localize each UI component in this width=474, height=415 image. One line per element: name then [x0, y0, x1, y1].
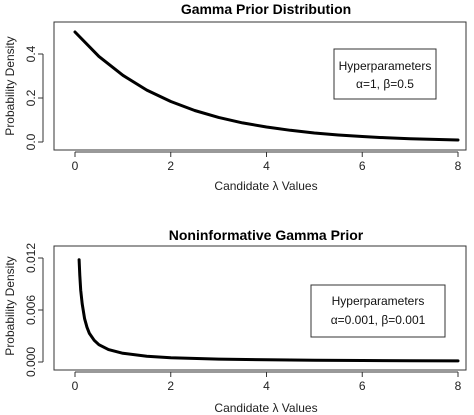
- chart-1-xlabel: Candidate λ Values: [214, 179, 317, 193]
- chart-2-y-tick-label: 0.006: [24, 295, 38, 325]
- chart-2-x-tick-label: 8: [455, 379, 462, 393]
- chart-2-xlabel: Candidate λ Values: [214, 401, 317, 415]
- chart-2-y-tick-label: 0.000: [24, 347, 38, 377]
- chart-2-legend-title: Hyperparameters: [332, 294, 425, 308]
- chart-1-frame: [53, 21, 467, 151]
- chart-1-legend-title: Hyperparameters: [339, 59, 432, 73]
- chart-1-y-tick-label: 0.2: [24, 89, 38, 106]
- chart-1-x-tick-label: 4: [263, 159, 270, 173]
- chart-2-series-line: [77, 258, 460, 363]
- chart-1-y-tick-label: 0.0: [24, 133, 38, 150]
- chart-1-x-tick-label: 8: [455, 159, 462, 173]
- chart-2-x-tick-label: 4: [263, 379, 270, 393]
- chart-2-frame: [53, 245, 467, 371]
- chart-2-y-tick-label: 0.012: [24, 243, 38, 273]
- chart-2-legend: [310, 284, 446, 338]
- chart-2-x-tick-label: 2: [167, 379, 174, 393]
- chart-1-x-tick-label: 6: [359, 159, 366, 173]
- chart-1-legend: [333, 48, 437, 100]
- chart-1-series-line: [73, 30, 460, 142]
- chart-2-x-tick-label: 0: [72, 379, 79, 393]
- chart-2-legend-text: α=0.001, β=0.001: [331, 313, 426, 327]
- chart-2-ylabel: Probability Density: [3, 256, 17, 355]
- chart-1-axes: 0 2 4 6 8 0.0 0.2 0.4: [24, 21, 467, 173]
- chart-2-axes: 0 2 4 6 8 0.000 0.006 0.012: [24, 243, 467, 393]
- chart-1-title: Gamma Prior Distribution: [181, 1, 351, 17]
- chart-1-ylabel: Probability Density: [3, 36, 17, 135]
- chart-1-x-tick-label: 0: [72, 159, 79, 173]
- chart-1-legend-text: α=1, β=0.5: [356, 77, 414, 91]
- chart-panel-2: Noninformative Gamma Prior Probability D…: [3, 227, 467, 415]
- chart-1-y-tick-label: 0.4: [24, 45, 38, 62]
- chart-2-title: Noninformative Gamma Prior: [169, 227, 364, 243]
- chart-1-x-tick-label: 2: [167, 159, 174, 173]
- chart-2-x-tick-label: 6: [359, 379, 366, 393]
- chart-panel-1: Gamma Prior Distribution Probability Den…: [3, 1, 467, 193]
